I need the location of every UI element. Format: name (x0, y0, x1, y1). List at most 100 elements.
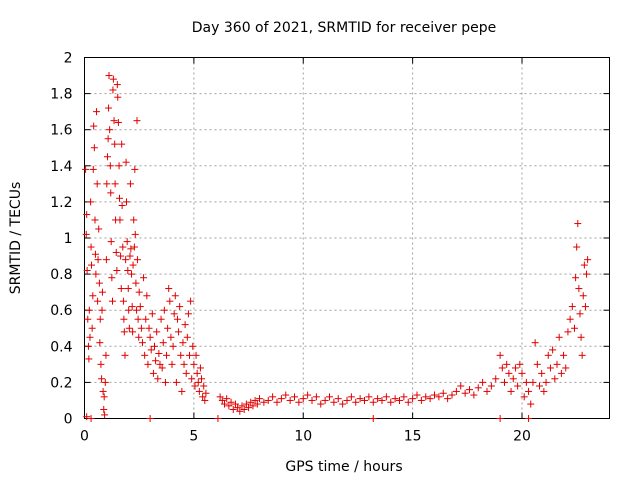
data-point (142, 315, 150, 323)
data-point (413, 391, 421, 399)
data-point (422, 393, 430, 401)
data-point (92, 270, 100, 278)
data-point (118, 140, 126, 148)
data-point (214, 415, 222, 422)
data-point (391, 395, 399, 403)
data-point (135, 333, 143, 341)
data-point (573, 243, 581, 251)
data-point (152, 357, 160, 365)
data-point (186, 351, 193, 359)
data-point (129, 261, 137, 269)
data-point (518, 369, 526, 377)
data-point (123, 198, 130, 206)
data-point (165, 285, 173, 293)
data-point (126, 180, 134, 188)
data-point (527, 400, 535, 408)
data-point (143, 292, 151, 300)
data-point (168, 360, 176, 368)
data-point (113, 266, 121, 274)
data-point (225, 402, 233, 410)
data-point (88, 261, 95, 269)
data-point (95, 279, 103, 287)
data-point (146, 333, 154, 341)
data-point (82, 230, 90, 238)
data-point (505, 369, 513, 377)
data-point (269, 393, 277, 401)
data-point (140, 274, 148, 282)
data-point (172, 378, 180, 386)
data-point (131, 230, 139, 238)
data-point (114, 118, 122, 126)
data-point (88, 324, 96, 332)
data-point (184, 310, 192, 318)
data-point (103, 180, 111, 188)
data-point (166, 297, 174, 305)
data-point (98, 306, 106, 314)
y-tick-label: 0.2 (50, 375, 72, 391)
data-point (100, 393, 108, 401)
data-point (126, 252, 134, 260)
data-point (356, 395, 364, 403)
x-tick-labels: 0 5 10 15 20 (80, 429, 531, 445)
data-point (352, 398, 360, 406)
data-point (111, 180, 119, 188)
data-point (312, 393, 320, 401)
data-point (218, 396, 226, 404)
data-point (85, 306, 93, 314)
data-point (553, 360, 561, 368)
data-point (496, 351, 504, 359)
data-point (245, 404, 253, 412)
data-point (498, 364, 506, 372)
data-point (90, 122, 98, 130)
data-point (130, 243, 138, 251)
data-point (161, 378, 169, 386)
y-tick-label: 2 (64, 51, 73, 67)
data-point (137, 324, 145, 332)
data-point (566, 315, 574, 323)
y-tick-label: 0.8 (50, 267, 72, 283)
data-point (153, 328, 161, 336)
data-point (574, 220, 582, 228)
data-point (549, 346, 557, 354)
data-point (374, 395, 382, 403)
data-point (91, 250, 99, 258)
data-point (117, 252, 125, 260)
data-point (435, 393, 443, 401)
data-point (118, 202, 126, 210)
data-point (317, 400, 325, 408)
data-point (304, 391, 312, 399)
data-point (117, 285, 125, 293)
data-point (101, 411, 109, 419)
data-point (99, 387, 107, 395)
data-point (163, 351, 171, 359)
axis-ticks (84, 57, 610, 419)
data-point (562, 364, 570, 372)
data-point (522, 378, 530, 386)
data-point (542, 378, 550, 386)
data-point (157, 315, 165, 323)
data-point (196, 364, 204, 372)
data-point (84, 315, 92, 323)
data-point (251, 396, 259, 404)
data-point (551, 375, 559, 383)
data-point (483, 387, 491, 395)
chart-title: Day 360 of 2021, SRMTID for receiver pep… (192, 20, 496, 36)
data-point (199, 393, 207, 401)
data-point (273, 398, 281, 406)
data-point (187, 297, 195, 305)
data-point (116, 194, 123, 202)
data-point (575, 285, 583, 293)
data-point (127, 245, 135, 253)
data-point (572, 274, 580, 282)
data-point (417, 396, 425, 404)
y-tick-label: 1.2 (50, 195, 72, 211)
data-point (479, 378, 487, 386)
data-point (452, 387, 460, 395)
grid-lines (84, 57, 610, 419)
data-point (87, 243, 95, 251)
data-point (89, 292, 97, 300)
data-point (135, 288, 143, 296)
y-tick-label: 1.4 (50, 159, 72, 175)
data-point (110, 117, 118, 125)
data-point (439, 389, 447, 397)
